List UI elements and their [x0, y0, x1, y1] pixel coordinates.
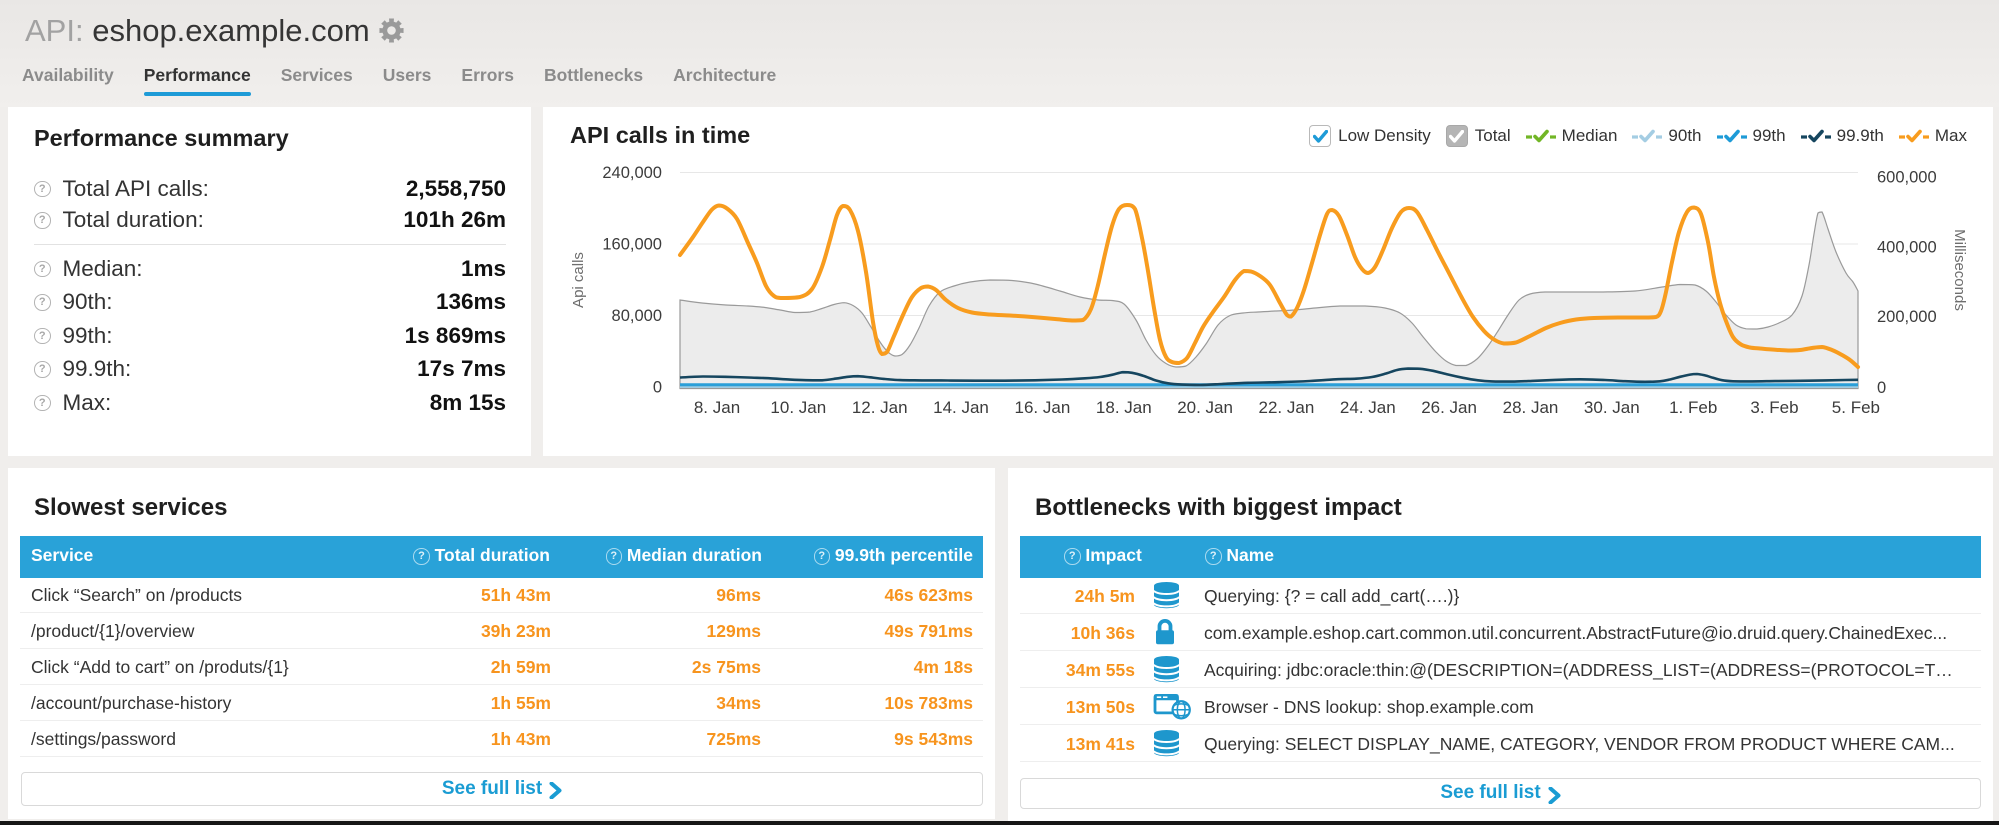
svg-text:Milliseconds: Milliseconds — [1951, 229, 1968, 311]
svg-text:14. Jan: 14. Jan — [933, 398, 989, 417]
svg-text:200,000: 200,000 — [1877, 308, 1937, 326]
svg-text:24. Jan: 24. Jan — [1340, 398, 1396, 417]
svg-text:160,000: 160,000 — [602, 236, 662, 254]
svg-text:0: 0 — [1877, 379, 1886, 397]
svg-text:400,000: 400,000 — [1877, 239, 1937, 257]
svg-text:80,000: 80,000 — [612, 307, 662, 325]
svg-text:3. Feb: 3. Feb — [1750, 398, 1798, 417]
svg-text:22. Jan: 22. Jan — [1259, 398, 1315, 417]
svg-text:28. Jan: 28. Jan — [1503, 398, 1559, 417]
svg-text:1. Feb: 1. Feb — [1669, 398, 1717, 417]
svg-text:0: 0 — [653, 379, 662, 397]
svg-text:240,000: 240,000 — [602, 164, 662, 182]
svg-text:600,000: 600,000 — [1877, 169, 1937, 187]
svg-text:10. Jan: 10. Jan — [770, 398, 826, 417]
svg-text:5. Feb: 5. Feb — [1832, 398, 1880, 417]
svg-text:12. Jan: 12. Jan — [852, 398, 908, 417]
svg-text:18. Jan: 18. Jan — [1096, 398, 1152, 417]
svg-text:20. Jan: 20. Jan — [1177, 398, 1233, 417]
svg-text:16. Jan: 16. Jan — [1015, 398, 1071, 417]
svg-text:30. Jan: 30. Jan — [1584, 398, 1640, 417]
svg-text:8. Jan: 8. Jan — [694, 398, 740, 417]
svg-text:Api calls: Api calls — [570, 252, 587, 308]
svg-text:26. Jan: 26. Jan — [1421, 398, 1477, 417]
